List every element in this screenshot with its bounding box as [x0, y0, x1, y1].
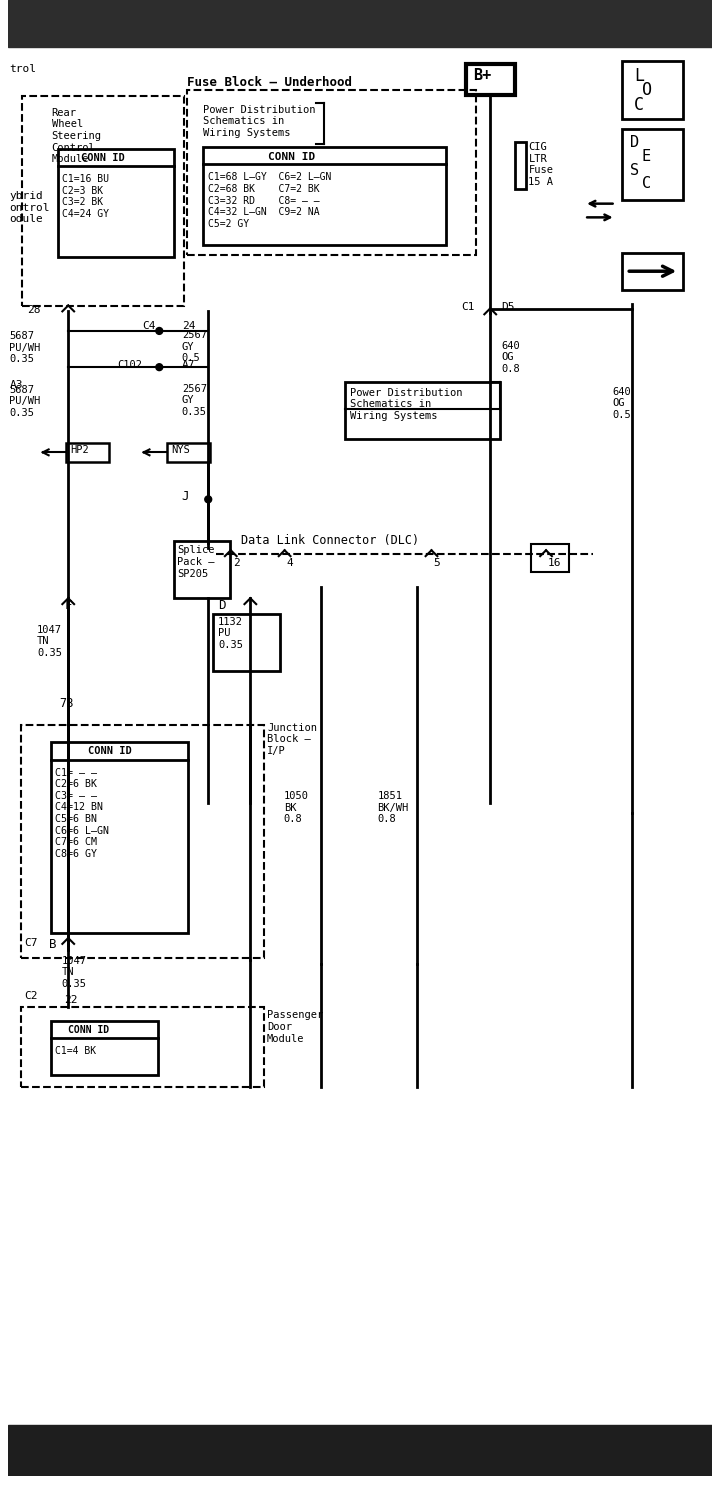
Text: ‖‖‖: ‖‖‖ — [568, 1471, 602, 1492]
Bar — [203, 146, 446, 244]
Text: A7: A7 — [181, 360, 195, 371]
Bar — [531, 544, 569, 571]
Text: B+: B+ — [474, 68, 492, 83]
Text: 1132
PU
0.35: 1132 PU 0.35 — [218, 616, 243, 650]
Text: Splice
Pack –
SP205: Splice Pack – SP205 — [177, 546, 215, 579]
Text: O: O — [642, 81, 652, 99]
Text: trol: trol — [9, 63, 37, 74]
Bar — [186, 90, 475, 255]
Text: Fuse Block – Underhood: Fuse Block – Underhood — [186, 77, 351, 89]
Text: S: S — [630, 163, 639, 178]
Bar — [213, 613, 279, 671]
Text: <: < — [111, 1474, 139, 1507]
Text: D: D — [218, 600, 225, 612]
Bar — [515, 142, 526, 188]
Text: 5: 5 — [433, 558, 440, 568]
Text: 16: 16 — [548, 558, 562, 568]
Circle shape — [156, 363, 163, 371]
Text: 5687
PU/WH
0.35: 5687 PU/WH 0.35 — [9, 332, 41, 365]
Text: A3: A3 — [9, 380, 23, 390]
Text: 2: 2 — [233, 558, 240, 568]
Bar — [7, 1424, 713, 1475]
Text: C7: C7 — [24, 937, 37, 948]
Text: 1047
TN
0.35: 1047 TN 0.35 — [61, 955, 86, 989]
Text: ○: ○ — [347, 1472, 373, 1501]
Bar — [622, 130, 683, 200]
Text: 5687
PU/WH
0.35: 5687 PU/WH 0.35 — [9, 384, 41, 417]
Text: ✓ ♪ ☂ .ll 98% █: ✓ ♪ ☂ .ll 98% █ — [556, 9, 654, 23]
Bar — [622, 60, 683, 119]
Text: C1=68 L–GY  C6=2 L–GN
C2=68 BK    C7=2 BK
C3=32 RD    C8= – –
C4=32 L–GN  C9=2 N: C1=68 L–GY C6=2 L–GN C2=68 BK C7=2 BK C3… — [208, 172, 332, 229]
Text: C: C — [634, 96, 644, 115]
Text: J: J — [181, 490, 189, 502]
Text: C: C — [642, 176, 651, 191]
Text: B: B — [49, 937, 56, 951]
Bar — [466, 63, 515, 95]
Text: 1050
BK
0.8: 1050 BK 0.8 — [284, 791, 309, 824]
Text: Rear
Wheel
Steering
Control
Module: Rear Wheel Steering Control Module — [52, 107, 102, 164]
Text: CONN ID: CONN ID — [68, 1025, 109, 1035]
Text: 10:58: 10:58 — [21, 9, 70, 24]
Text: ybrid
ontrol
odule: ybrid ontrol odule — [9, 191, 50, 225]
Text: D5: D5 — [501, 301, 515, 312]
Text: C1= – –
C2=6 BK
C3= – –
C4=12 BN
C5=6 BN
C6=6 L–GN
C7=6 CM
C8=6 GY: C1= – – C2=6 BK C3= – – C4=12 BN C5=6 BN… — [55, 767, 109, 859]
Text: Data Link Connector (DLC): Data Link Connector (DLC) — [240, 533, 418, 547]
Text: 2567
GY
0.5: 2567 GY 0.5 — [181, 330, 207, 363]
Bar — [50, 1022, 158, 1074]
Bar — [21, 1007, 264, 1087]
Bar — [21, 725, 264, 957]
Text: 2567
GY
0.35: 2567 GY 0.35 — [181, 384, 207, 417]
Text: HP2: HP2 — [70, 445, 89, 455]
Text: 24: 24 — [181, 321, 195, 332]
Text: 7B: 7B — [60, 698, 73, 710]
Text: C1=16 BU
C2=3 BK
C3=2 BK
C4=24 GY: C1=16 BU C2=3 BK C3=2 BK C4=24 GY — [63, 175, 109, 219]
Text: 1851
BK/WH
0.8: 1851 BK/WH 0.8 — [377, 791, 409, 824]
Bar — [167, 443, 210, 463]
Circle shape — [156, 327, 163, 335]
Text: C4: C4 — [143, 321, 156, 332]
Text: C1: C1 — [461, 301, 474, 312]
Text: 4: 4 — [287, 558, 293, 568]
Text: CONN ID: CONN ID — [88, 746, 132, 757]
Text: 1047
TN
0.35: 1047 TN 0.35 — [37, 625, 62, 659]
Text: E: E — [642, 149, 651, 164]
Text: C102: C102 — [117, 360, 142, 371]
Bar — [22, 96, 184, 306]
Text: D: D — [630, 136, 639, 151]
Text: C1=4 BK: C1=4 BK — [55, 1046, 96, 1056]
Text: F: F — [64, 600, 72, 612]
Bar — [66, 443, 109, 463]
Bar — [622, 253, 683, 289]
Bar — [174, 541, 230, 598]
Text: NYS: NYS — [171, 445, 190, 455]
Circle shape — [204, 496, 212, 503]
Text: Power Distribution
Schematics in
Wiring Systems: Power Distribution Schematics in Wiring … — [350, 387, 463, 420]
Text: 640
OG
0.5: 640 OG 0.5 — [613, 387, 631, 420]
Text: CIG
LTR
Fuse
15 A: CIG LTR Fuse 15 A — [528, 142, 554, 187]
Bar — [346, 381, 500, 439]
Bar — [50, 741, 188, 933]
Text: Passenger
Door
Module: Passenger Door Module — [267, 1011, 323, 1044]
Bar — [58, 149, 174, 256]
Text: C2: C2 — [24, 992, 37, 1001]
Text: CONN ID: CONN ID — [268, 152, 315, 161]
Text: 28: 28 — [27, 306, 40, 315]
Bar — [7, 0, 713, 47]
Text: L: L — [634, 66, 644, 84]
Text: CONN ID: CONN ID — [81, 152, 125, 163]
Text: Junction
Block –
I/P: Junction Block – I/P — [267, 722, 317, 757]
Text: 22: 22 — [64, 995, 78, 1005]
Text: 640
OG
0.8: 640 OG 0.8 — [501, 341, 520, 374]
Text: Power Distribution
Schematics in
Wiring Systems: Power Distribution Schematics in Wiring … — [203, 105, 316, 139]
